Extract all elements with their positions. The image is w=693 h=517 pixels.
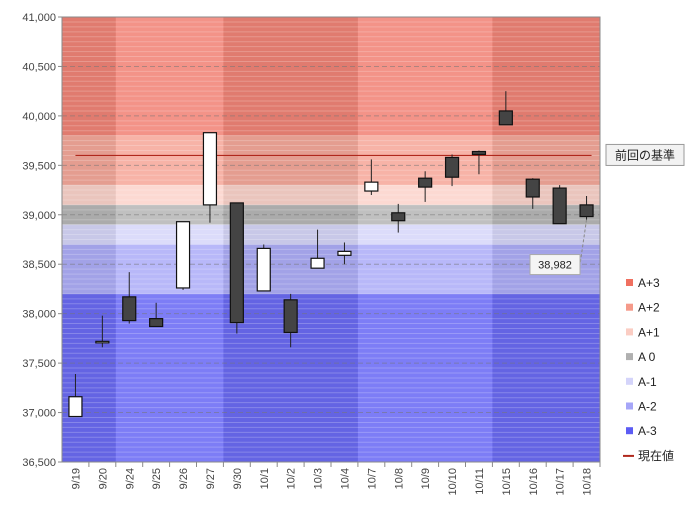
reference-label: 前回の基準 xyxy=(615,147,675,162)
x-tick-label: 10/9 xyxy=(420,468,432,489)
candle-body xyxy=(68,396,83,418)
legend-swatch xyxy=(626,427,633,435)
x-tick-label: 9/27 xyxy=(205,468,217,489)
week-shade-2 xyxy=(223,17,358,462)
x-tick-label: 10/4 xyxy=(339,468,351,489)
legend-label: A+1 xyxy=(638,325,660,339)
candle-body xyxy=(471,150,487,156)
candle-body xyxy=(525,178,540,198)
candle-body xyxy=(337,250,352,256)
week-shade-4 xyxy=(492,17,600,462)
candle-body xyxy=(364,181,379,192)
candle-body xyxy=(175,221,191,289)
x-tick-label: 10/1 xyxy=(259,468,271,489)
y-tick-label: 38,000 xyxy=(22,309,56,321)
week-shade-3 xyxy=(357,17,493,462)
candle-body xyxy=(256,247,271,292)
x-tick-label: 10/11 xyxy=(474,468,486,495)
legend-swatch xyxy=(626,353,633,361)
candle-body xyxy=(149,318,164,328)
band-Aminus1 xyxy=(62,224,600,245)
x-tick-label: 10/15 xyxy=(501,468,513,496)
legend-label: 現在値 xyxy=(638,448,674,463)
x-tick-label: 10/8 xyxy=(393,468,405,489)
x-tick-label: 9/20 xyxy=(97,468,109,489)
x-tick-label: 9/24 xyxy=(124,468,136,489)
y-tick-label: 39,500 xyxy=(22,160,56,172)
axis-layer: 36,500 37,000 37,500 38,000 38,500 39,000 39,5… xyxy=(22,12,601,496)
current-value-leader xyxy=(579,219,588,265)
x-tick-label: 9/30 xyxy=(232,468,244,489)
week-shading-layer xyxy=(62,17,600,462)
legend-label: A+2 xyxy=(638,301,660,315)
y-tick-label: 38,500 xyxy=(22,259,56,271)
y-tick-label: 37,500 xyxy=(22,358,56,370)
x-tick-label: 10/2 xyxy=(286,468,298,489)
candle-body xyxy=(283,299,298,334)
x-tick-label: 10/7 xyxy=(366,468,378,489)
reference-label-box xyxy=(605,143,685,166)
candle-layer: 38,982 xyxy=(68,91,594,418)
x-tick-label: 10/3 xyxy=(313,468,325,489)
x-tick-label: 10/10 xyxy=(447,468,459,496)
candle-body xyxy=(202,132,218,206)
candle-body xyxy=(579,204,594,218)
candle-body xyxy=(310,257,325,269)
candle-body xyxy=(122,296,137,322)
x-tick-label: 9/25 xyxy=(151,468,163,489)
legend-label: A-3 xyxy=(638,424,657,438)
legend-label: A+3 xyxy=(638,276,660,290)
y-tick-label: 36,500 xyxy=(22,457,56,469)
legend-label: A 0 xyxy=(638,350,656,364)
candle-body xyxy=(229,202,244,324)
x-tick-label: 9/19 xyxy=(70,468,82,489)
candle-body xyxy=(444,156,460,178)
y-tick-label: 40,500 xyxy=(22,61,56,73)
legend-label: A-2 xyxy=(638,400,657,414)
x-tick-label: 9/26 xyxy=(178,468,190,489)
week-shade-0 xyxy=(62,17,116,462)
legend-label: A-1 xyxy=(638,375,657,389)
band-layer xyxy=(62,17,600,462)
week-shade-1 xyxy=(115,17,224,462)
x-tick-label: 10/16 xyxy=(528,468,540,496)
y-tick-label: 39,000 xyxy=(22,210,56,222)
candle-body xyxy=(552,187,567,225)
legend-swatch xyxy=(626,303,633,311)
legend-swatch xyxy=(626,328,633,336)
x-tick-label: 10/18 xyxy=(582,468,594,496)
band-Aplus1 xyxy=(62,185,600,205)
current-value-box xyxy=(529,254,581,276)
candle-body xyxy=(391,212,406,222)
candle-body xyxy=(418,177,433,188)
current-value-label: 38,982 xyxy=(538,260,572,272)
y-tick-label: 40,000 xyxy=(22,111,56,123)
band-Aplus2 xyxy=(62,135,600,186)
reference-line-layer: 前回の基準 xyxy=(75,143,685,166)
legend: A+3 A+2 A+1 A 0 A-1 A-2 A-3 現在値 xyxy=(623,276,674,463)
candle-body xyxy=(498,110,513,126)
legend-swatch xyxy=(626,279,633,286)
y-tick-label: 41,000 xyxy=(22,12,56,24)
candle-body xyxy=(95,340,110,344)
y-tick-label: 37,000 xyxy=(22,408,56,420)
x-tick-label: 10/17 xyxy=(555,468,567,496)
legend-swatch xyxy=(626,377,633,385)
band-Aminus2 xyxy=(62,244,600,294)
legend-swatch xyxy=(626,402,633,410)
